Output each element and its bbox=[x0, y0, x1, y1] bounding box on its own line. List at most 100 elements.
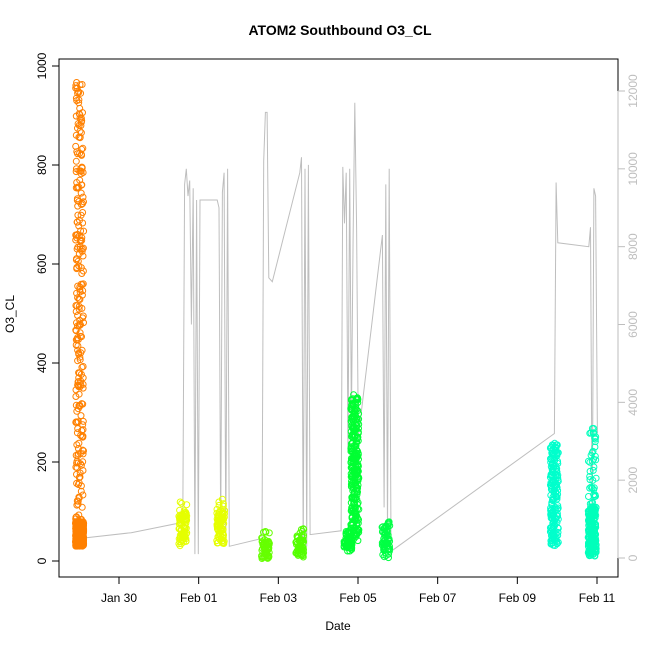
data-point bbox=[350, 423, 358, 431]
data-point bbox=[75, 439, 83, 447]
data-point bbox=[74, 357, 82, 365]
data-point bbox=[78, 363, 86, 371]
data-point bbox=[74, 282, 82, 290]
data-point bbox=[588, 522, 595, 530]
data-point bbox=[72, 94, 80, 102]
x-tick-label: Feb 07 bbox=[419, 591, 457, 605]
data-point bbox=[72, 401, 80, 409]
data-point bbox=[347, 541, 355, 549]
y2-tick-label: 10000 bbox=[626, 152, 640, 186]
data-point bbox=[548, 446, 556, 454]
data-point bbox=[589, 503, 597, 511]
data-point bbox=[589, 498, 596, 506]
data-point bbox=[550, 488, 558, 496]
data-point bbox=[73, 429, 81, 437]
data-points bbox=[72, 79, 600, 562]
data-point bbox=[551, 439, 559, 447]
data-point bbox=[72, 386, 80, 394]
data-point bbox=[76, 134, 84, 142]
data-point bbox=[347, 483, 355, 491]
data-point bbox=[75, 303, 83, 310]
y2-tick-label: 2000 bbox=[626, 466, 640, 493]
data-point bbox=[382, 540, 390, 548]
data-point bbox=[76, 245, 84, 253]
data-point bbox=[590, 455, 598, 463]
data-point bbox=[347, 445, 355, 452]
data-point bbox=[79, 252, 87, 260]
data-point bbox=[183, 501, 191, 509]
data-point bbox=[78, 533, 85, 541]
data-point bbox=[73, 97, 81, 105]
data-point bbox=[351, 489, 358, 497]
data-point bbox=[354, 396, 362, 404]
data-point bbox=[551, 537, 559, 545]
data-point bbox=[352, 406, 360, 414]
x-tick-label: Feb 03 bbox=[260, 591, 298, 605]
data-point bbox=[219, 534, 227, 542]
data-point bbox=[79, 491, 87, 499]
data-point bbox=[75, 305, 83, 313]
data-point bbox=[348, 406, 356, 414]
data-point bbox=[217, 526, 225, 534]
x-tick-label: Jan 30 bbox=[101, 591, 137, 605]
y2-tick-label: 12000 bbox=[626, 74, 640, 108]
y2-tick-label: 4000 bbox=[626, 389, 640, 416]
data-point bbox=[554, 449, 562, 457]
data-point bbox=[73, 441, 81, 449]
data-point bbox=[79, 374, 87, 382]
data-point bbox=[77, 114, 85, 122]
data-point bbox=[354, 475, 362, 483]
y-tick-label: 0 bbox=[35, 557, 49, 564]
data-point bbox=[180, 507, 188, 515]
data-point bbox=[74, 150, 81, 158]
data-point bbox=[354, 437, 362, 445]
data-point bbox=[350, 531, 358, 539]
data-point bbox=[587, 551, 595, 559]
data-point bbox=[74, 342, 82, 350]
data-point bbox=[77, 227, 85, 235]
data-point bbox=[550, 478, 558, 485]
data-point bbox=[355, 516, 362, 524]
x-tick-label: Feb 01 bbox=[180, 591, 218, 605]
y2-axis: 0 2000 4000 6000 8000 10000 12000 bbox=[617, 74, 640, 561]
data-point bbox=[73, 289, 81, 297]
x-axis: Jan 30 Feb 01 Feb 03 Feb 05 Feb 07 Feb 09 Feb … bbox=[101, 576, 616, 605]
data-point bbox=[179, 530, 187, 538]
data-point bbox=[72, 157, 80, 165]
data-point bbox=[348, 448, 356, 455]
data-point bbox=[216, 527, 224, 535]
data-point bbox=[550, 521, 558, 529]
data-point bbox=[74, 497, 82, 505]
data-point bbox=[587, 483, 595, 491]
data-point bbox=[77, 211, 85, 219]
data-point bbox=[351, 455, 359, 463]
data-point bbox=[79, 363, 87, 370]
data-point bbox=[294, 543, 302, 551]
data-point bbox=[591, 438, 599, 446]
data-point bbox=[79, 426, 87, 434]
data-point bbox=[182, 515, 190, 523]
data-point bbox=[73, 84, 81, 92]
y-tick-label: 400 bbox=[35, 353, 49, 373]
data-point bbox=[380, 534, 388, 542]
data-point bbox=[79, 193, 87, 201]
data-point bbox=[349, 396, 357, 404]
data-point bbox=[586, 514, 594, 522]
data-point bbox=[554, 505, 561, 513]
data-point bbox=[178, 521, 186, 528]
data-point bbox=[296, 529, 304, 537]
data-point bbox=[550, 450, 558, 458]
data-point bbox=[77, 460, 84, 468]
data-point bbox=[219, 526, 227, 534]
data-point bbox=[347, 473, 355, 481]
data-point bbox=[76, 369, 83, 377]
data-point bbox=[348, 432, 356, 439]
data-point bbox=[554, 528, 562, 536]
data-point bbox=[74, 450, 82, 458]
data-point bbox=[215, 498, 223, 506]
data-point bbox=[75, 232, 83, 240]
data-point bbox=[351, 407, 359, 415]
y2-tick-label: 0 bbox=[626, 554, 640, 561]
x-tick-label: Feb 09 bbox=[499, 591, 537, 605]
